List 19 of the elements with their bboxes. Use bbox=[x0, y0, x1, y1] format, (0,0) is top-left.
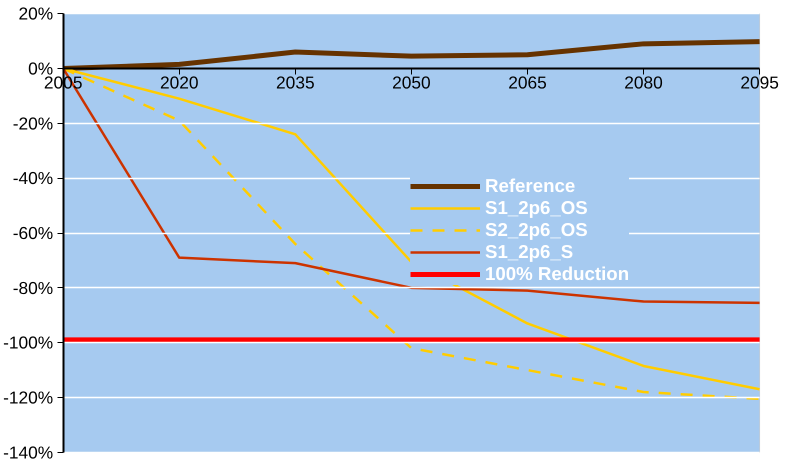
legend-label: S1_2p6_S bbox=[485, 241, 574, 263]
y-tick-label: -80% bbox=[12, 278, 54, 298]
y-tick-label: -100% bbox=[3, 332, 54, 353]
y-tick-label: 20% bbox=[18, 4, 54, 24]
x-tick-label: 2095 bbox=[740, 72, 779, 92]
x-tick-label: 2080 bbox=[624, 72, 663, 92]
x-tick-label: 2050 bbox=[392, 72, 431, 92]
x-tick-label: 2020 bbox=[160, 72, 199, 92]
y-tick-label: -40% bbox=[12, 168, 54, 188]
x-tick-label: 2035 bbox=[276, 72, 315, 92]
legend-label: S2_2p6_OS bbox=[485, 219, 588, 241]
y-tick-label: -60% bbox=[12, 223, 54, 243]
y-tick-label: -20% bbox=[12, 113, 54, 134]
x-tick-label: 2065 bbox=[508, 72, 547, 92]
y-tick-label: -140% bbox=[3, 442, 54, 462]
legend-label: Reference bbox=[485, 175, 576, 197]
legend-label: 100% Reduction bbox=[485, 263, 630, 285]
y-tick-label: -120% bbox=[3, 388, 54, 408]
legend-label: S1_2p6_OS bbox=[485, 197, 588, 219]
